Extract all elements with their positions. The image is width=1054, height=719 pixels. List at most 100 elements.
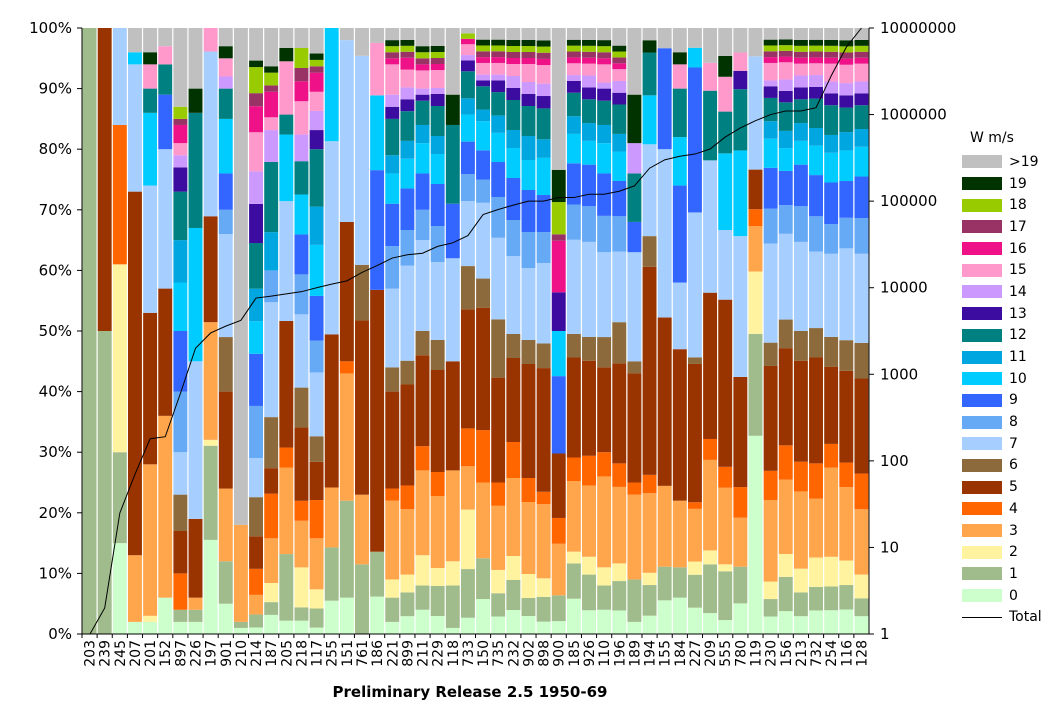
bar-segment-226-7 [188,361,203,519]
bar-segment-761-gt19 [355,28,369,56]
bar-segment-156-7 [778,233,793,320]
bar-segment-187-14 [264,130,279,162]
bar-segment-116-3 [839,487,854,561]
bar-segment-254-11 [824,134,839,153]
bar-segment-232-5 [506,358,521,442]
left-tick-label: 70% [39,201,72,219]
bar-segment-194-4 [642,474,657,494]
x-axis-title: Preliminary Release 2.5 1950-69 [333,683,608,701]
right-tick-label: 1 [880,625,890,643]
bar-segment-209-15 [703,62,718,91]
bar-segment-194-6 [642,236,657,267]
bar-segment-156-gt19 [778,28,793,40]
bar-segment-897-13 [173,167,188,192]
bar-segment-926-15 [582,63,596,76]
x-tick-label: 901 [219,640,235,667]
bar-segment-229-15 [430,70,445,88]
bar-segment-926-5 [582,360,596,456]
bar-segment-211-15 [415,70,430,89]
bar-segment-901-1 [218,561,233,604]
bar-segment-211-14 [415,88,430,95]
bar-segment-239-1 [97,331,112,634]
bar-segment-226-10 [188,227,203,362]
bar-segment-926-14 [582,75,596,88]
bar-segment-902-16 [521,58,536,64]
bar-segment-213-10 [793,140,808,165]
bar-segment-898-gt19 [536,28,551,41]
bar-segment-110-13 [597,88,612,101]
bar-segment-213-17 [793,51,808,58]
bar-segment-230-3 [763,499,778,582]
legend-swatch [962,307,1002,321]
bar-segment-118-0 [445,627,460,634]
bar-segment-128-7 [854,253,869,343]
x-tick-label: 897 [173,640,189,667]
legend-swatch [962,567,1002,581]
bar-segment-733-11 [460,98,475,115]
bar-segment-213-19 [793,39,808,46]
bar-segment-201-2 [143,615,158,622]
x-tick-label: 780 [733,640,749,667]
bar-segment-117-4 [309,500,324,539]
bar-segment-110-4 [597,452,612,477]
bar-segment-211-9 [415,173,430,210]
bar-segment-221-19 [385,40,400,47]
legend-swatch [962,350,1002,364]
bar-segment-227-1 [687,574,702,608]
bar-segment-227-2 [687,561,702,575]
bar-segment-117-6 [309,436,324,462]
bar-segment-254-gt19 [824,28,839,40]
bar-segment-732-11 [809,128,823,146]
bar-segment-186-gt19 [370,28,385,43]
bar-segment-150-gt19 [476,28,491,40]
left-tick-label: 60% [39,261,72,279]
legend-item-13: 13 [962,303,1054,325]
bar-segment-213-2 [793,568,808,593]
bar-segment-218-14 [294,134,309,162]
bar-segment-221-16 [385,58,400,65]
x-tick-label: 201 [143,640,159,667]
bar-segment-897-10 [173,282,188,331]
bar-segment-118-7 [445,258,460,362]
bar-segment-156-15 [778,62,793,80]
bar-segment-186-5 [370,289,385,552]
bar-segment-735-15 [491,62,506,75]
bar-segment-213-8 [793,206,808,242]
bar-segment-214-17 [249,93,264,107]
bar-segment-197-15 [203,28,218,52]
bar-segment-116-15 [839,64,854,84]
bar-segment-898-1 [536,596,551,622]
bar-segment-128-5 [854,378,869,474]
bar-segment-201-0 [143,621,158,634]
bar-segment-194-1 [642,585,657,616]
bar-segment-185-9 [566,163,581,205]
bar-segment-117-16 [309,72,324,92]
bar-segment-194-7 [642,144,657,237]
bar-segment-899-0 [400,616,415,634]
bar-segment-187-5 [264,468,279,494]
bar-segment-735-19 [491,39,506,46]
bar-segment-211-19 [415,46,430,53]
bar-segment-926-11 [582,123,596,141]
bar-segment-732-13 [809,86,823,99]
bar-segment-196-2 [612,563,627,582]
bar-segment-185-0 [566,598,581,634]
bar-segment-214-11 [249,288,264,322]
bar-segment-156-18 [778,45,793,51]
right-axis-ticks: 1 10 100 1000 10000 100000 1000000 10000000 [869,19,956,643]
bar-segment-118-19 [445,94,460,125]
bar-segment-150-18 [476,45,491,52]
bar-segment-230-11 [763,121,778,139]
bar-segment-733-4 [460,428,475,467]
legend-swatch [962,524,1002,538]
bar-segment-226-0 [188,621,203,634]
x-tick-label: 210 [234,640,250,667]
bar-segment-897-11 [173,240,188,283]
bar-segment-197-5 [203,216,218,323]
x-tick-label: 187 [264,640,280,667]
bar-segment-151-gt19 [339,28,354,41]
bar-segment-196-17 [612,57,627,64]
bar-segment-780-12 [733,89,748,151]
bar-segment-185-1 [566,563,581,599]
bar-segment-185-13 [566,80,581,93]
